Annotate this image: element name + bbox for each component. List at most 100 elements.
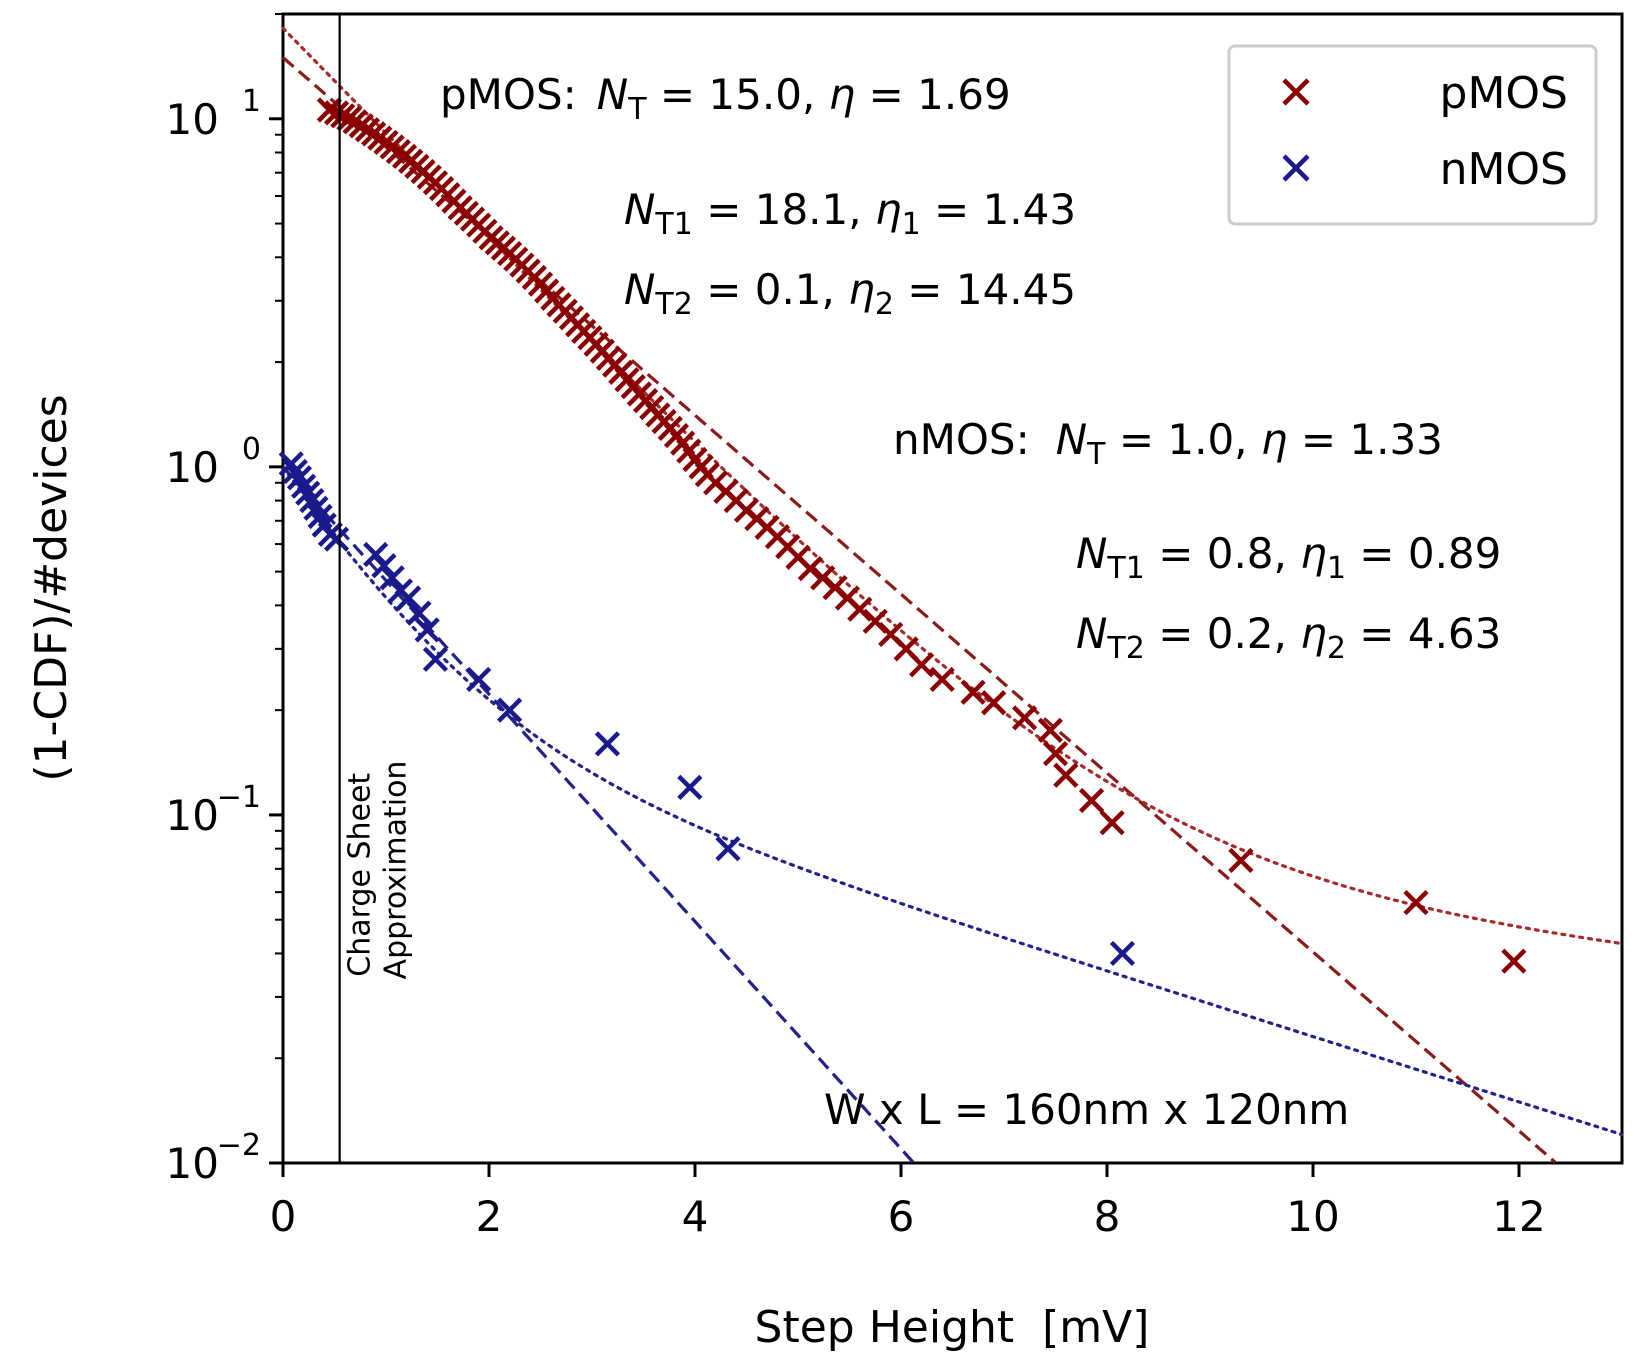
- charge-sheet-label-line1: Charge Sheet: [343, 773, 378, 977]
- pmos-point: [1099, 810, 1125, 836]
- pmos-nt-subscript: T: [627, 92, 647, 127]
- pmos-nt-value: = 15.0,: [647, 70, 829, 119]
- pmos-eta-symbol: η: [829, 70, 856, 119]
- data-markers: [278, 97, 1527, 974]
- annotation-pmos-single: pMOS: NT = 15.0, η = 1.69: [440, 70, 1011, 127]
- pmos-point: [1053, 762, 1079, 788]
- pmos-eta-value: = 1.69: [855, 70, 1010, 119]
- nmos-prefix: nMOS:: [893, 415, 1030, 464]
- pmos-t1-value: = 18.1,: [693, 185, 875, 234]
- annotation-nmos-t2: NT2 = 0.2, η2 = 4.63: [1076, 609, 1501, 666]
- nmos-point: [323, 526, 350, 552]
- pmos-prefix: pMOS:: [440, 70, 577, 119]
- annotation-device-size: W x L = 160nm x 120nm: [824, 1085, 1349, 1134]
- charge-sheet-label-line2: Approximation: [379, 761, 414, 980]
- nmos-t2-eta-value: = 4.63: [1346, 609, 1501, 658]
- x-axis-ticks: 0 2 4 6 8 10 12: [270, 1163, 1546, 1241]
- pmos-t2-eta-value: = 14.45: [894, 265, 1076, 314]
- nmos-t2-value: = 0.2,: [1145, 609, 1300, 658]
- pmos-point: [1078, 787, 1105, 814]
- pmos-n-symbol: N: [597, 70, 628, 119]
- pmos-point: [981, 690, 1007, 716]
- nmos-t2-eta-subscript: 2: [1327, 631, 1346, 666]
- legend-pmos-label: pMOS: [1440, 68, 1568, 119]
- pmos-point: [847, 596, 873, 622]
- nmos-point: [396, 585, 422, 611]
- nmos-point: [379, 565, 405, 591]
- y-tick-exponent: 0: [242, 432, 261, 467]
- pmos-point: [960, 679, 986, 705]
- nmos-t1-subscript: T1: [1106, 551, 1144, 586]
- annotation-pmos-t1: NT1 = 18.1, η1 = 1.43: [624, 185, 1076, 242]
- y-axis-label: (1-CDF)/#devices: [26, 394, 77, 781]
- nmos-t1-eta-symbol: η: [1300, 529, 1327, 578]
- pmos-point: [797, 556, 823, 582]
- nmos-t2-eta-symbol: η: [1300, 609, 1327, 658]
- annotation-pmos-t2: NT2 = 0.1, η2 = 14.45: [624, 265, 1076, 322]
- x-tick-label: 4: [682, 1192, 709, 1241]
- pmos-point: [323, 100, 350, 126]
- nmos-eta-value: = 1.33: [1288, 415, 1443, 464]
- pmos-t2-subscript: T2: [654, 287, 692, 322]
- x-tick-label: 2: [476, 1192, 503, 1241]
- x-tick-label: 10: [1286, 1192, 1339, 1241]
- nmos-t1-n-symbol: N: [1076, 529, 1107, 578]
- pmos-point: [1501, 948, 1527, 974]
- pmos-t1-subscript: T1: [654, 207, 692, 242]
- charge-sheet-label: Charge Sheet Approximation: [343, 761, 414, 980]
- pmos-t2-value: = 0.1,: [693, 265, 848, 314]
- legend-pmos-marker: [1282, 78, 1310, 106]
- y-tick-label: 10: [166, 1139, 219, 1188]
- annotation-nmos-t1: NT1 = 0.8, η1 = 0.89: [1076, 529, 1501, 586]
- pmos-t1-eta-symbol: η: [875, 185, 902, 234]
- nmos-point: [422, 646, 449, 672]
- nmos-t2-subscript: T2: [1106, 631, 1144, 666]
- y-tick-label: 10: [166, 791, 219, 840]
- nmos-point: [371, 553, 397, 579]
- y-tick-label: 10: [166, 443, 219, 492]
- legend-box: [1227, 44, 1598, 226]
- pmos-point: [929, 666, 955, 693]
- x-tick-label: 8: [1094, 1192, 1121, 1241]
- legend-nmos-label: nMOS: [1440, 144, 1568, 195]
- pmos-t1-eta-subscript: 1: [902, 207, 921, 242]
- nmos-eta-symbol: η: [1261, 415, 1288, 464]
- pmos-point: [1037, 717, 1063, 743]
- nmos-t1-value: = 0.8,: [1145, 529, 1300, 578]
- nmos-point: [715, 836, 741, 862]
- pmos-point: [1012, 705, 1038, 731]
- nmos-point: [594, 731, 621, 757]
- annotation-nmos-single: nMOS: NT = 1.0, η = 1.33: [893, 415, 1443, 472]
- pmos-t2-n-symbol: N: [624, 265, 655, 314]
- pmos-point: [330, 103, 356, 129]
- nmos-point: [497, 697, 523, 723]
- nmos-nt-value: = 1.0,: [1105, 415, 1260, 464]
- x-tick-label: 6: [888, 1192, 915, 1241]
- nmos-t1-eta-value: = 0.89: [1346, 529, 1501, 578]
- nmos-point: [414, 617, 440, 643]
- x-axis-label: Step Height [mV]: [755, 1302, 1150, 1353]
- pmos-t1-eta-value: = 1.43: [921, 185, 1076, 234]
- x-tick-label: 0: [270, 1192, 297, 1241]
- nmos-point: [677, 774, 703, 800]
- nmos-nt-subscript: T: [1086, 437, 1106, 472]
- pmos-t1-n-symbol: N: [624, 185, 655, 234]
- legend: pMOS nMOS: [1227, 44, 1598, 226]
- y-tick-exponent: 1: [242, 84, 261, 119]
- nmos-point: [1109, 940, 1136, 967]
- legend-nmos-marker: [1282, 154, 1310, 182]
- nmos-n-symbol: N: [1056, 415, 1087, 464]
- y-tick-exponent: −1: [217, 780, 261, 815]
- nmos-point: [466, 666, 492, 693]
- pmos-point: [1042, 741, 1069, 767]
- nmos-t1-eta-subscript: 1: [1327, 551, 1346, 586]
- pmos-point: [1228, 847, 1254, 874]
- x-tick-label: 12: [1492, 1192, 1545, 1241]
- nmos-t2-n-symbol: N: [1076, 609, 1107, 658]
- pmos-t2-eta-subscript: 2: [875, 287, 894, 322]
- y-tick-label: 10: [166, 95, 219, 144]
- pmos-point: [909, 652, 935, 678]
- nmos-point: [406, 600, 432, 626]
- pmos-point: [316, 97, 342, 123]
